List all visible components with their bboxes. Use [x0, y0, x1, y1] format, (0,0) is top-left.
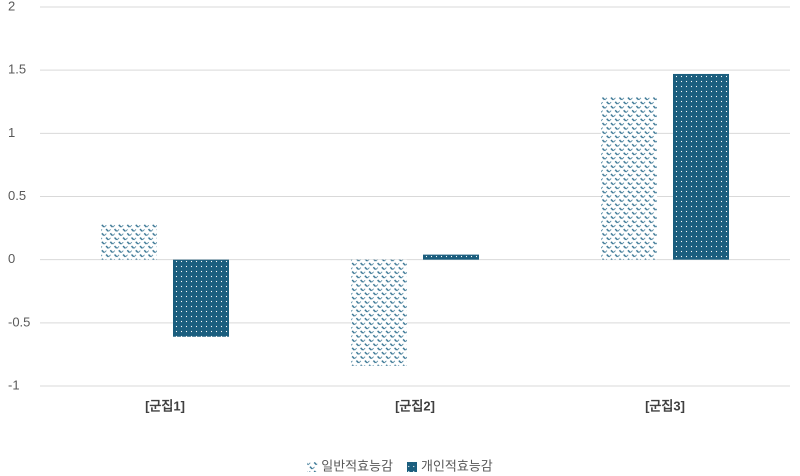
bar	[173, 259, 229, 337]
y-tick-label: -1	[8, 377, 20, 392]
y-tick-label: 2	[8, 0, 15, 13]
y-tick-label: 0	[8, 251, 15, 266]
bar	[423, 254, 479, 260]
y-tick-label: 1	[8, 125, 15, 140]
y-tick-label: 0.5	[8, 188, 26, 203]
legend-swatch	[407, 462, 417, 472]
bar	[601, 96, 657, 260]
legend-swatch	[307, 462, 318, 472]
legend-label: 일반적효능감	[321, 458, 393, 473]
x-tick-label: [군집2]	[395, 398, 435, 413]
x-tick-label: [군집3]	[645, 398, 685, 413]
legend-label: 개인적효능감	[421, 458, 493, 473]
legend: 일반적효능감 개인적효능감	[307, 458, 493, 473]
bar	[101, 224, 157, 260]
y-tick-label: -0.5	[8, 314, 30, 329]
x-tick-label: [군집1]	[145, 398, 185, 413]
y-tick-label: 1.5	[8, 62, 26, 77]
bar	[351, 259, 407, 366]
bar	[673, 73, 729, 260]
